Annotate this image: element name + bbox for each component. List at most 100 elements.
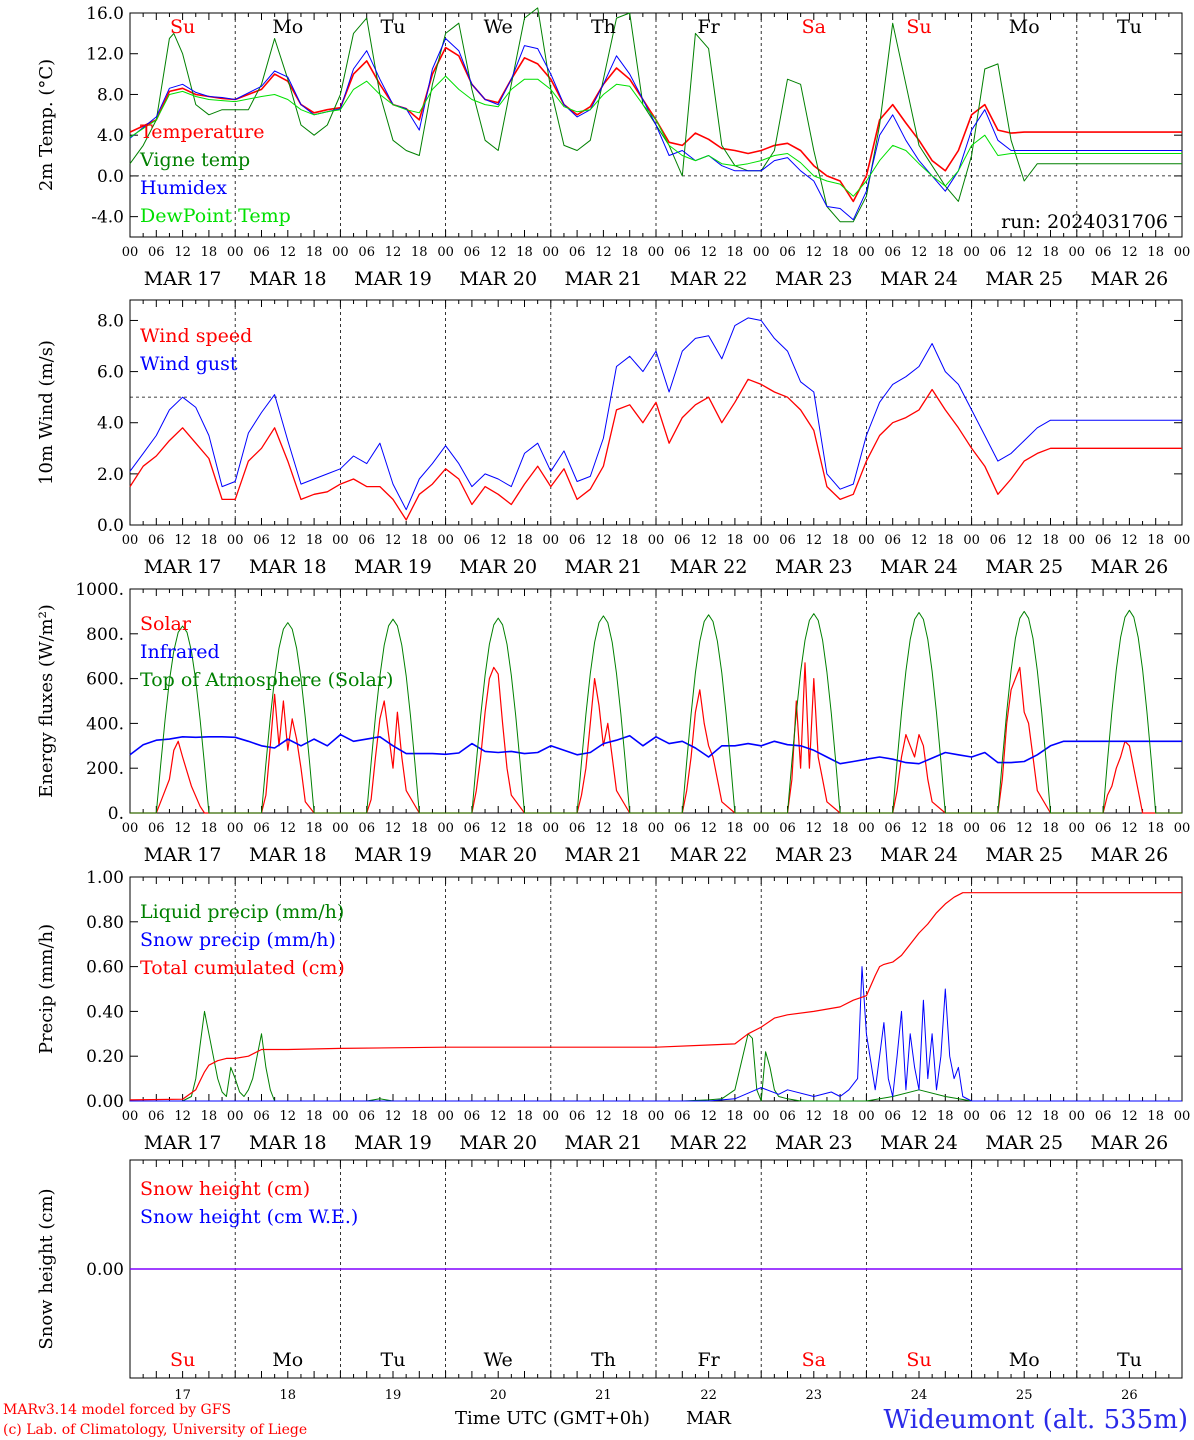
station-label: Wideumont (alt. 535m) <box>884 1405 1188 1435</box>
wind-y-tick-label: 6.0 <box>97 363 124 383</box>
precip-series-line <box>130 966 1182 1102</box>
wind-hour-label: 12 <box>385 533 402 548</box>
temp-day-label: MAR 22 <box>670 268 748 290</box>
precip-hour-label: 12 <box>700 1109 717 1124</box>
temp-hour-label: 00 <box>227 245 244 260</box>
temp-legend-entry: DewPoint Temp <box>140 205 291 227</box>
temp-hour-label: 00 <box>437 245 454 260</box>
energy-day-label: MAR 25 <box>985 844 1063 866</box>
precip-hour-label: 18 <box>1042 1109 1059 1124</box>
snow-weekday-label: Tu <box>1117 1349 1142 1371</box>
temp-weekday-label: Su <box>906 16 931 38</box>
energy-day-label: MAR 21 <box>565 844 643 866</box>
precip-day-label: MAR 17 <box>144 1132 222 1154</box>
precip-hour-label: 00 <box>648 1109 665 1124</box>
wind-day-label: MAR 26 <box>1091 556 1169 578</box>
precip-hour-label: 00 <box>858 1109 875 1124</box>
energy-hour-label: 00 <box>753 821 770 836</box>
wind-hour-label: 00 <box>543 533 560 548</box>
wind-y-tick-label: 8.0 <box>97 311 124 331</box>
energy-hour-label: 12 <box>595 821 612 836</box>
temp-hour-label: 12 <box>700 245 717 260</box>
energy-hour-label: 06 <box>1095 821 1112 836</box>
energy-hour-label: 18 <box>727 821 744 836</box>
precip-hour-label: 00 <box>753 1109 770 1124</box>
energy-hour-label: 00 <box>1174 821 1191 836</box>
precip-hour-label: 06 <box>674 1109 691 1124</box>
energy-day-label: MAR 23 <box>775 844 853 866</box>
energy-legend-entry: Top of Atmosphere (Solar) <box>140 669 393 691</box>
temp-day-label: MAR 23 <box>775 268 853 290</box>
energy-hour-label: 00 <box>1069 821 1086 836</box>
energy-hour-label: 12 <box>806 821 823 836</box>
precip-day-label: MAR 20 <box>459 1132 537 1154</box>
temp-hour-label: 06 <box>674 245 691 260</box>
wind-hour-label: 12 <box>595 533 612 548</box>
energy-hour-label: 06 <box>779 821 796 836</box>
precip-hour-label: 06 <box>148 1109 165 1124</box>
wind-hour-label: 12 <box>280 533 297 548</box>
temp-weekday-label: Fr <box>697 16 720 38</box>
wind-hour-label: 12 <box>806 533 823 548</box>
wind-day-label: MAR 17 <box>144 556 222 578</box>
wind-hour-label: 18 <box>516 533 533 548</box>
energy-hour-label: 18 <box>1147 821 1164 836</box>
energy-legend-entry: Infrared <box>140 641 220 663</box>
wind-hour-label: 18 <box>306 533 323 548</box>
run-label: run: 2024031706 <box>1001 211 1168 233</box>
energy-hour-label: 06 <box>884 821 901 836</box>
energy-hour-label: 18 <box>832 821 849 836</box>
precip-hour-label: 18 <box>832 1109 849 1124</box>
snow-legend-entry: Snow height (cm W.E.) <box>140 1206 358 1228</box>
snow-weekday-label: Sa <box>802 1349 826 1371</box>
temp-hour-label: 12 <box>280 245 297 260</box>
precip-y-tick-label: 0.00 <box>86 1092 124 1112</box>
energy-hour-label: 18 <box>516 821 533 836</box>
wind-hour-label: 18 <box>621 533 638 548</box>
day-number-label: 20 <box>490 1388 507 1403</box>
wind-day-label: MAR 19 <box>354 556 432 578</box>
snow-weekday-label: We <box>484 1349 513 1371</box>
wind-hour-label: 00 <box>1174 533 1191 548</box>
temp-weekday-label: Th <box>591 16 616 38</box>
precip-hour-label: 12 <box>490 1109 507 1124</box>
snow-weekday-label: Fr <box>697 1349 720 1371</box>
precip-hour-label: 18 <box>201 1109 218 1124</box>
temp-hour-label: 18 <box>1042 245 1059 260</box>
precip-hour-label: 12 <box>280 1109 297 1124</box>
wind-series-line <box>129 378 1182 521</box>
precip-hour-label: 00 <box>437 1109 454 1124</box>
snow-y-tick-label: 0.00 <box>86 1260 124 1280</box>
snow-weekday-label: Su <box>906 1349 931 1371</box>
wind-y-tick-label: 0.0 <box>97 516 124 536</box>
precip-y-tick-label: 0.60 <box>86 958 124 978</box>
energy-hour-label: 12 <box>490 821 507 836</box>
energy-hour-label: 00 <box>437 821 454 836</box>
temp-hour-label: 06 <box>779 245 796 260</box>
temp-hour-label: 06 <box>1095 245 1112 260</box>
energy-series-line <box>130 609 1182 814</box>
temp-hour-label: 18 <box>727 245 744 260</box>
wind-hour-label: 06 <box>148 533 165 548</box>
energy-hour-label: 06 <box>990 821 1007 836</box>
wind-plot-frame <box>129 299 1183 526</box>
temp-hour-label: 06 <box>253 245 270 260</box>
wind-hour-label: 00 <box>648 533 665 548</box>
precip-hour-label: 18 <box>1147 1109 1164 1124</box>
temp-hour-label: 00 <box>1069 245 1086 260</box>
temp-y-tick-label: -4.0 <box>91 208 124 228</box>
wind-hour-label: 18 <box>727 533 744 548</box>
temp-hour-label: 18 <box>621 245 638 260</box>
temp-hour-label: 18 <box>937 245 954 260</box>
temp-hour-label: 00 <box>648 245 665 260</box>
energy-day-label: MAR 24 <box>880 844 958 866</box>
snow-weekday-label: Mo <box>272 1349 303 1371</box>
precip-hour-label: 18 <box>411 1109 428 1124</box>
wind-hour-label: 12 <box>1121 533 1138 548</box>
wind-series-line <box>129 317 1182 511</box>
wind-hour-label: 18 <box>1042 533 1059 548</box>
temp-hour-label: 00 <box>122 245 139 260</box>
wind-day-label: MAR 20 <box>459 556 537 578</box>
wind-legend-entry: Wind gust <box>140 353 238 375</box>
energy-day-label: MAR 22 <box>670 844 748 866</box>
